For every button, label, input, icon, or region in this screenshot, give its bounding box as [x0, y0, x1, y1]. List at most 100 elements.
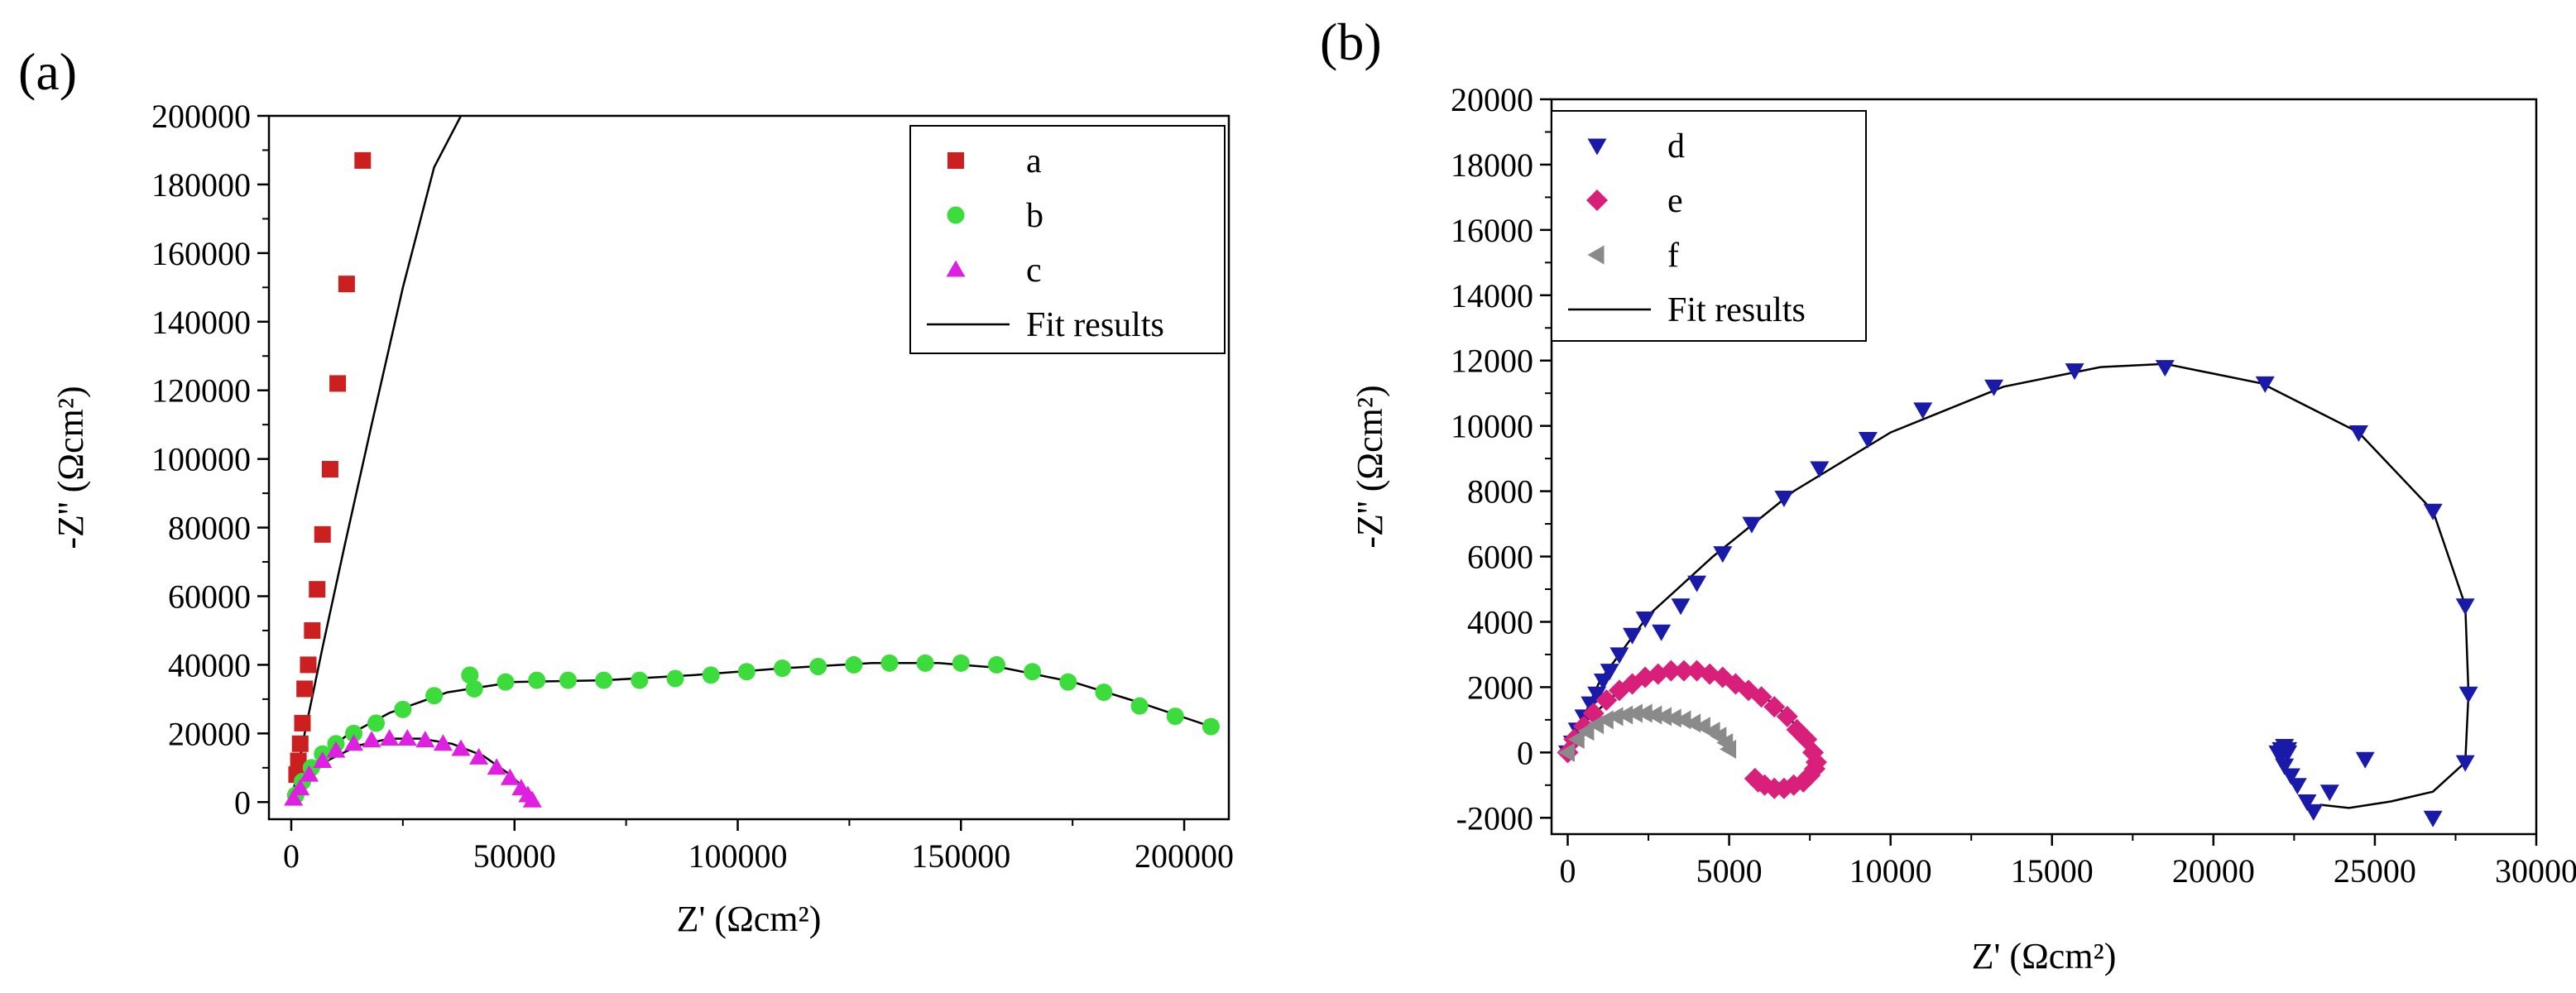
data-point — [1600, 664, 1619, 681]
data-point — [916, 654, 934, 672]
data-point — [1130, 697, 1149, 715]
data-point — [284, 789, 304, 806]
legend-marker — [946, 260, 966, 277]
data-point — [1750, 686, 1772, 708]
y-tick-label: -2000 — [1456, 799, 1533, 837]
data-point — [773, 660, 791, 678]
legend-label-a: a — [1026, 142, 1042, 180]
data-point — [1671, 598, 1691, 616]
x-tick-label: 50000 — [473, 837, 556, 875]
data-point — [809, 657, 827, 675]
y-tick-label: 120000 — [151, 372, 251, 410]
y-tick-label: 0 — [1517, 734, 1533, 771]
data-point — [1623, 627, 1643, 645]
data-point — [522, 790, 542, 808]
data-point — [380, 729, 400, 746]
data-point — [1720, 739, 1737, 759]
data-point — [1858, 431, 1878, 449]
data-point — [845, 655, 863, 674]
data-point — [1660, 660, 1682, 682]
legend-marker — [1587, 245, 1605, 265]
x-axis-label: Z' (Ωcm²) — [1972, 936, 2117, 976]
data-point — [2287, 778, 2307, 795]
data-point — [1625, 703, 1643, 723]
data-point — [296, 680, 314, 698]
data-point — [1774, 490, 1794, 507]
data-point — [737, 663, 756, 681]
data-point — [487, 758, 506, 775]
data-point — [329, 375, 347, 392]
y-tick-label: 20000 — [168, 715, 251, 752]
data-point — [2255, 376, 2275, 393]
data-point — [2278, 745, 2298, 762]
y-tick-label: 6000 — [1467, 539, 1533, 576]
series-e — [1557, 660, 1827, 799]
y-tick-label: 200000 — [151, 98, 251, 135]
data-point — [528, 671, 546, 689]
legend-label-fit: Fit results — [1026, 306, 1164, 344]
data-point — [300, 765, 319, 782]
x-tick-label: 150000 — [911, 837, 1010, 875]
data-point — [294, 714, 311, 732]
y-tick-label: 14000 — [1451, 277, 1533, 314]
data-point — [338, 276, 355, 293]
legend-marker — [1587, 138, 1607, 156]
data-point — [433, 734, 453, 751]
y-tick-label: 16000 — [1451, 212, 1533, 249]
data-point — [314, 525, 331, 543]
y-tick-label: 20000 — [1451, 81, 1533, 118]
data-point — [397, 729, 417, 746]
y-tick-label: 160000 — [151, 235, 251, 272]
y-tick-label: 0 — [234, 784, 251, 821]
y-tick-label: 8000 — [1467, 473, 1533, 511]
y-tick-label: 18000 — [1451, 146, 1533, 184]
y-tick-label: 4000 — [1467, 603, 1533, 640]
data-point — [1577, 722, 1595, 741]
data-point — [2423, 503, 2443, 520]
data-point — [1913, 402, 1933, 420]
series-d — [1558, 360, 2478, 828]
data-point — [1166, 708, 1184, 726]
data-point — [461, 666, 479, 684]
legend-label-e: e — [1667, 182, 1683, 220]
data-point — [1567, 730, 1585, 750]
data-point — [367, 714, 385, 732]
series-b — [286, 654, 1220, 804]
x-tick-label: 30000 — [2495, 852, 2576, 890]
data-point — [1593, 674, 1613, 691]
panel-b: (b) 0 5000 10000 15000 20000 25000 30000 -2000 0 2… — [1320, 12, 2576, 976]
panel-a: (a) 0 50000 100000 150000 200000 0 20000 40000 60… — [18, 42, 1234, 939]
plot-area — [1557, 360, 2478, 828]
data-point — [987, 655, 1005, 674]
data-point — [1202, 717, 1220, 736]
data-point — [321, 461, 338, 478]
data-point — [415, 731, 435, 748]
y-tick-label: 100000 — [151, 441, 251, 478]
data-point — [1713, 546, 1733, 564]
x-tick-label: 0 — [283, 837, 300, 875]
data-point — [1744, 767, 1766, 789]
x-tick-label: 0 — [1560, 852, 1576, 890]
data-point — [496, 673, 515, 691]
legend-marker — [947, 152, 964, 169]
y-tick-label: 40000 — [168, 646, 251, 684]
data-point — [1059, 673, 1077, 691]
data-point — [451, 739, 471, 756]
data-point — [300, 656, 317, 674]
data-point — [952, 654, 970, 672]
data-point — [326, 741, 346, 758]
data-point — [1024, 663, 1042, 681]
data-point — [1609, 647, 1629, 664]
data-point — [469, 747, 489, 765]
data-point — [290, 752, 307, 770]
x-tick-label: 25000 — [2334, 852, 2416, 890]
data-point — [666, 669, 684, 688]
data-point — [2155, 360, 2175, 377]
data-point — [425, 687, 444, 705]
legend: abc Fit results — [909, 125, 1226, 354]
y-axis-label: -Z'' (Ωcm²) — [50, 386, 91, 549]
y-axis-label: -Z'' (Ωcm²) — [1350, 385, 1390, 548]
data-point — [702, 666, 720, 684]
panel-letter: (b) — [1320, 12, 1382, 71]
